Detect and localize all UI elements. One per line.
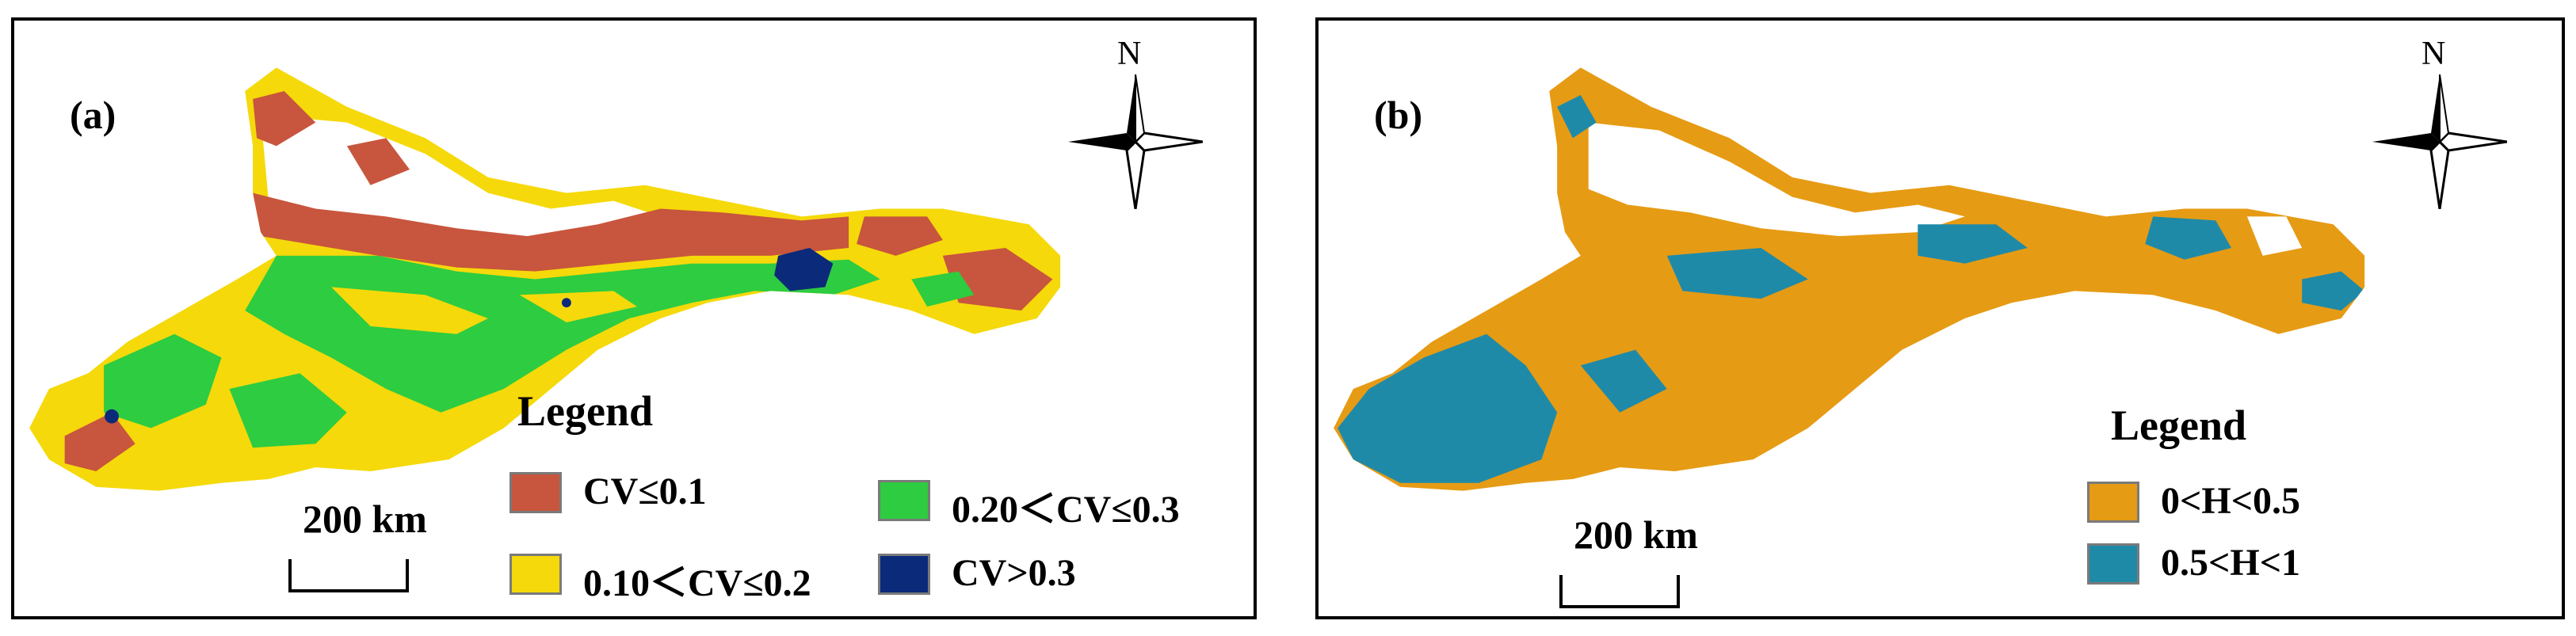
north-arrow-icon	[1068, 74, 1203, 209]
legend-label-cv-high: 0.20＜CV≤0.3	[952, 489, 1180, 531]
legend-swatch-h-low	[2087, 482, 2139, 523]
cv-map-a	[29, 67, 1061, 491]
legend-label-h-high: 0.5<H<1	[2161, 542, 2301, 584]
panel-label-a: (a)	[70, 93, 116, 137]
legend-title-a: Legend	[517, 387, 654, 435]
legend-label-cv-top: CV>0.3	[952, 552, 1076, 594]
scale-bar-b	[1559, 575, 1680, 608]
map-panel-b: (b) N Legend 0<H<0.5 0.5<H<1 200 km	[1315, 17, 2565, 619]
scale-label-a: 200 km	[303, 497, 427, 541]
panel-label-b: (b)	[1374, 93, 1423, 137]
legend-swatch-cv-low	[509, 472, 562, 513]
legend-label-cv-low: CV≤0.1	[583, 470, 707, 512]
scale-label-b: 200 km	[1574, 512, 1698, 557]
legend-label-h-low: 0<H<0.5	[2161, 480, 2301, 522]
north-label-a: N	[1117, 36, 1142, 72]
legend-swatch-cv-high	[878, 480, 930, 521]
legend-swatch-h-high	[2087, 543, 2139, 585]
map-panel-a: (a) N Legend CV≤0.1 0.10＜CV≤0.2 0.20＜CV≤…	[11, 17, 1257, 619]
legend-label-cv-mid: 0.10＜CV≤0.2	[583, 562, 811, 604]
scale-bar-a	[288, 559, 409, 592]
north-label-b: N	[2421, 36, 2446, 72]
legend-swatch-cv-top	[878, 554, 930, 595]
legend-title-b: Legend	[2111, 402, 2247, 449]
north-arrow-icon	[2372, 74, 2507, 209]
legend-swatch-cv-mid	[509, 554, 562, 595]
hurst-map-b	[1334, 67, 2365, 491]
